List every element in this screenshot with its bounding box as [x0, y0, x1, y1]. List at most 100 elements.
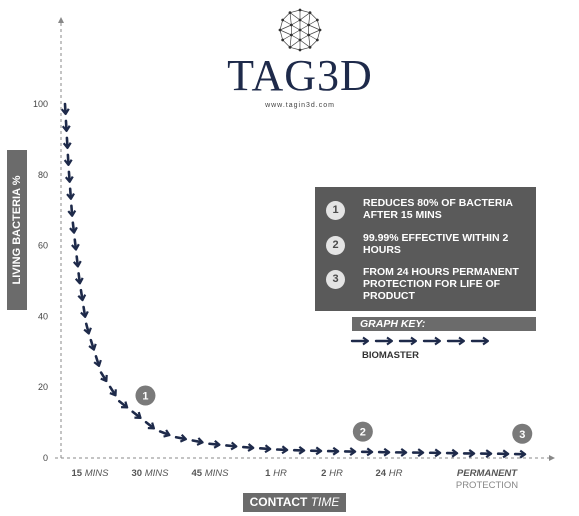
- curve-arrow: [131, 410, 142, 420]
- milestone-marker-label: 2: [360, 427, 366, 439]
- y-axis-label-box: [7, 150, 27, 310]
- x-tick-label-rest: HR: [326, 468, 343, 479]
- key-arrow: [422, 336, 441, 346]
- curve-arrow: [208, 439, 221, 449]
- curve-arrow: [71, 238, 80, 251]
- curve-arrow: [462, 449, 476, 458]
- brand-logo: TAG3D: [227, 51, 373, 100]
- x-tick-label-rest: HR: [386, 468, 403, 479]
- curve-arrow: [360, 447, 374, 457]
- x-tick-label-main: 15: [72, 468, 83, 479]
- curve-arrow: [191, 437, 204, 446]
- curve-arrow: [326, 446, 340, 456]
- x-tick-label-main: 24: [376, 468, 387, 479]
- geodesic-sphere-icon: [278, 8, 322, 52]
- x-tick-label-rest: PROTECTION: [456, 480, 518, 491]
- curve-arrow: [394, 448, 408, 457]
- curve-arrow: [479, 449, 493, 459]
- milestone-marker-label: 3: [519, 429, 525, 441]
- key-arrow: [374, 336, 393, 346]
- curve-arrow: [60, 102, 70, 116]
- x-tick-label-main: 2: [321, 468, 326, 479]
- key-arrow: [470, 336, 489, 346]
- curve-arrow: [343, 447, 357, 456]
- y-axis-label: LIVING BACTERIA %: [11, 175, 23, 285]
- curve-arrow: [61, 119, 71, 133]
- y-tick-label: 40: [38, 311, 48, 321]
- y-tick-label: 100: [33, 99, 48, 109]
- curve-arrow: [67, 204, 77, 217]
- curve-arrow: [513, 449, 527, 459]
- curve-arrow: [117, 399, 129, 409]
- x-tick-label-rest: MINS: [82, 468, 109, 479]
- curve-arrow: [93, 355, 102, 368]
- curve-arrow: [63, 153, 73, 167]
- curve-arrow: [77, 288, 87, 302]
- x-tick-label-main: 30: [132, 468, 143, 479]
- curve-arrow: [144, 420, 156, 430]
- x-tick-label-rest: MINS: [202, 468, 229, 479]
- curve-arrow: [428, 448, 442, 458]
- y-tick-label: 20: [38, 382, 48, 392]
- key-arrow: [398, 336, 417, 346]
- curve-arrow: [66, 187, 75, 200]
- info-panel: 1 REDUCES 80% OF BACTERIA AFTER 15 MINS …: [315, 187, 536, 311]
- curve-arrow: [225, 441, 238, 451]
- curve-arrow: [292, 445, 306, 455]
- y-tick-label: 0: [43, 453, 48, 463]
- graph-key-label: BIOMASTER: [362, 350, 419, 361]
- curve-arrow: [88, 338, 97, 351]
- curve-arrow: [108, 385, 117, 397]
- curve-arrow: [62, 136, 72, 150]
- info-text: FROM 24 HOURS PERMANENT PROTECTION FOR L…: [363, 266, 519, 302]
- curve-arrow: [72, 255, 82, 268]
- x-tick-label-rest: HR: [270, 468, 287, 479]
- info-text: 99.99% EFFECTIVE WITHIN 2 HOURS: [363, 232, 509, 256]
- curve-arrow: [64, 170, 74, 183]
- curve-arrow: [411, 448, 425, 458]
- curve-arrow: [158, 429, 171, 438]
- curve-arrow: [258, 444, 272, 454]
- curve-arrow: [99, 371, 108, 383]
- curve-arrow: [275, 445, 289, 455]
- curve-arrow: [174, 433, 188, 443]
- curve-arrow: [74, 272, 84, 285]
- x-tick-label: 45 MINS: [192, 468, 230, 479]
- x-axis-label-rest: TIME: [307, 495, 340, 509]
- x-tick-label: PERMANENT PROTECTION: [456, 468, 518, 491]
- x-tick-label: 15 MINS: [72, 468, 110, 479]
- info-text: REDUCES 80% OF BACTERIA AFTER 15 MINS: [363, 197, 513, 221]
- info-number-badge: 2: [326, 236, 345, 255]
- milestone-marker: 2: [352, 421, 373, 442]
- info-number-badge: 3: [326, 270, 345, 289]
- curve-arrow: [69, 221, 78, 234]
- y-tick-label: 60: [38, 241, 48, 251]
- curve-arrow: [496, 449, 510, 459]
- x-tick-label: 30 MINS: [132, 468, 170, 479]
- x-tick-label-main: 45: [192, 468, 203, 479]
- curve-arrow: [377, 447, 391, 457]
- x-tick-label-main: PERMANENT: [457, 468, 518, 479]
- curve-arrow: [80, 305, 89, 319]
- y-tick-label: 80: [38, 170, 48, 180]
- curve-arrow: [242, 443, 255, 452]
- milestone-marker-label: 1: [142, 391, 148, 403]
- x-axis-label-main: CONTACT: [249, 495, 308, 509]
- x-tick-label: 2 HR: [321, 468, 343, 479]
- curve-arrow: [83, 322, 92, 335]
- milestone-marker: 3: [512, 423, 533, 444]
- x-axis-label: CONTACT TIME: [243, 493, 346, 512]
- curve-arrow: [309, 446, 323, 456]
- brand-url: www.tagin3d.com: [265, 102, 335, 109]
- x-tick-label: 1 HR: [265, 468, 287, 479]
- graph-key-title: GRAPH KEY:: [352, 317, 536, 331]
- key-arrow: [350, 336, 369, 346]
- curve-arrow: [445, 448, 459, 458]
- x-tick-label-rest: MINS: [142, 468, 169, 479]
- milestone-marker: 1: [135, 385, 156, 406]
- info-number-badge: 1: [326, 201, 345, 220]
- x-tick-label-main: 1: [265, 468, 271, 479]
- key-arrow: [446, 336, 465, 346]
- x-tick-label: 24 HR: [376, 468, 403, 479]
